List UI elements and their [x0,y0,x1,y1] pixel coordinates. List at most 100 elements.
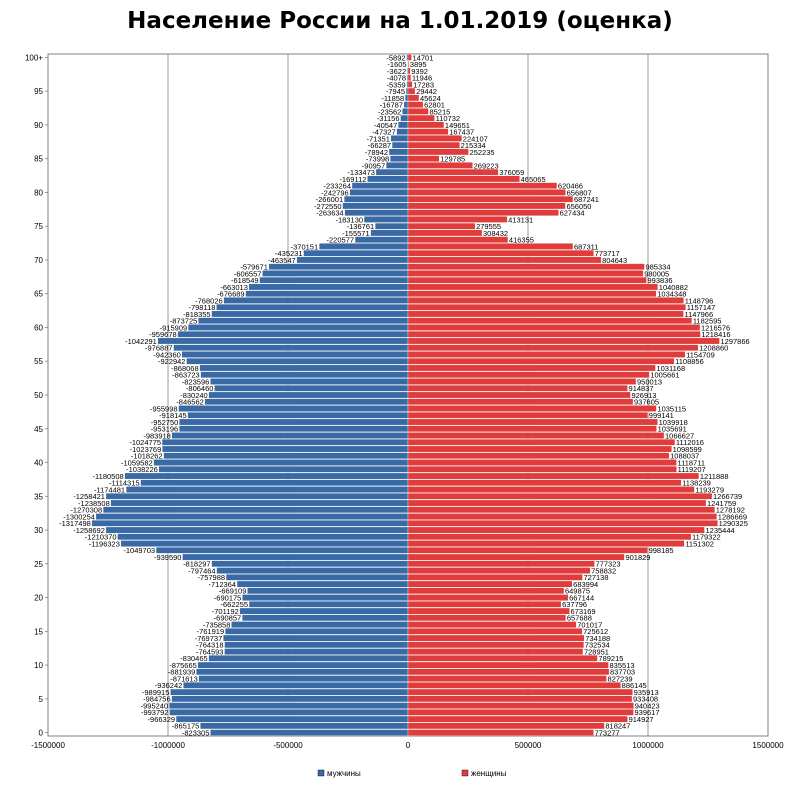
y-tick-label: 35 [34,492,43,501]
bar-men [303,249,409,257]
value-label-men: -31156 [377,114,400,123]
value-label-men: -266001 [316,195,344,204]
value-label-men: -1258421 [73,492,105,501]
bar-women [407,283,658,291]
bar-women [407,479,682,487]
y-tick-label: 5 [39,695,44,704]
bar-men [175,715,409,723]
bar-men [200,371,409,378]
bar-women [407,520,718,527]
value-label-women: 14701 [413,53,434,62]
bar-women [407,128,449,135]
bar-men [391,141,409,149]
value-label-men: -136761 [347,222,375,231]
value-label-women: 1235444 [706,526,735,535]
value-label-women: 1286669 [718,512,747,521]
value-label-women: 1039918 [659,418,688,427]
bar-women [407,297,684,304]
value-label-men: -1059582 [121,458,153,467]
bar-men [388,148,409,156]
value-label-men: -676689 [217,290,245,299]
value-label-men: -984756 [143,695,171,704]
value-label-men: -983918 [143,431,171,440]
bar-men [406,54,409,61]
y-tick-label: 70 [34,256,43,265]
bar-women [407,94,420,102]
bar-women [407,229,483,237]
value-label-men: -768026 [195,296,223,305]
value-label-men: -66287 [368,141,391,150]
bar-women [407,81,413,88]
value-label-men: -823596 [182,377,210,386]
value-label-women: 993836 [648,276,673,285]
value-label-men: -993792 [141,708,169,717]
bar-women [407,688,633,696]
value-label-men: -806460 [186,384,214,393]
value-label-men: -955998 [150,404,178,413]
bar-men [375,222,409,230]
value-label-men: -47327 [372,128,395,137]
bar-women [407,607,570,615]
value-label-women: 818247 [605,722,630,731]
y-tick-label: 65 [34,290,43,299]
x-tick-label: -1000000 [151,741,185,750]
bar-women [407,695,633,703]
bar-women [407,371,650,378]
bar-women [407,54,412,61]
value-label-men: -761919 [197,627,225,636]
value-label-men: -663013 [220,283,248,292]
bar-men [197,661,409,669]
value-label-men: -3622 [387,67,406,76]
bar-men [231,621,409,628]
bar-women [407,189,566,196]
bar-men [196,668,409,676]
value-label-men: -757988 [198,573,226,582]
bar-women [407,317,692,324]
bar-men [239,607,409,615]
value-label-women: 11946 [412,74,432,83]
value-label-women: 1193279 [695,485,724,494]
bar-men [163,452,409,459]
value-label-women: 701017 [577,620,602,629]
bar-women [407,135,462,142]
bar-men [224,628,409,635]
value-label-men: -1605 [387,60,406,69]
bar-women [407,243,574,250]
bar-women [407,486,695,493]
value-label-women: 1035691 [658,425,687,434]
bar-men [200,722,409,730]
bar-women [407,661,609,669]
value-label-men: -169112 [339,175,366,184]
bar-men [179,425,409,432]
value-label-men: -40547 [374,121,397,130]
value-label-women: 773277 [595,729,620,738]
value-label-men: -922942 [158,357,186,366]
bar-women [407,331,701,338]
value-label-women: 656807 [567,188,592,197]
bar-men [157,337,409,345]
value-label-men: -662255 [221,600,249,609]
value-label-men: -1038226 [126,465,158,474]
bar-women [407,391,631,399]
value-label-women: 85215 [429,107,450,116]
bar-women [407,216,508,223]
y-tick-label: 75 [34,222,43,231]
bar-women [407,249,594,257]
legend-swatch-men [317,769,325,777]
bar-men [216,567,409,574]
value-label-women: 950013 [637,377,662,386]
value-label-men: -90957 [362,161,385,170]
value-label-women: 1138239 [682,479,711,488]
value-label-men: -1270308 [70,506,102,515]
bar-men [173,344,409,351]
bar-men [386,162,409,169]
x-tick-label: -500000 [273,741,303,750]
value-label-men: -764318 [196,641,224,650]
value-label-men: -579671 [240,263,268,272]
bar-men [210,378,409,385]
bar-women [407,472,700,480]
value-label-women: 1119207 [678,465,706,474]
value-label-men: -4078 [387,74,406,83]
